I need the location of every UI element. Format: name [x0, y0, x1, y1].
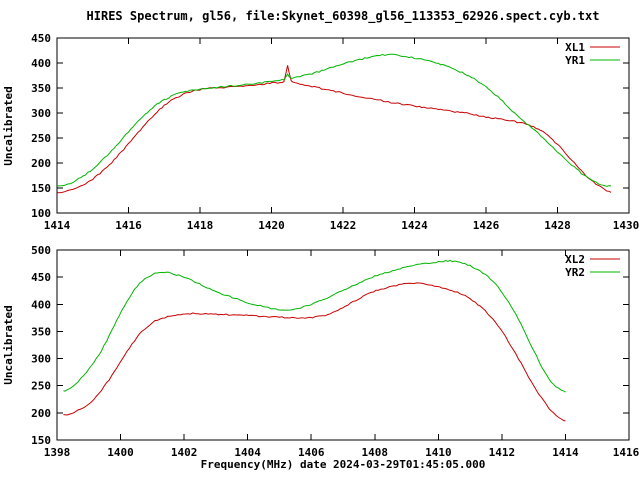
y-tick-label: 450 [31, 271, 51, 284]
top-ylabel: Uncalibrated [2, 86, 15, 165]
x-tick-label: 1408 [362, 446, 389, 459]
y-tick-label: 100 [31, 207, 51, 220]
y-tick-label: 400 [31, 57, 51, 70]
series-XL2-line [63, 282, 566, 422]
x-tick-label: 1402 [171, 446, 198, 459]
chart-title: HIRES Spectrum, gl56, file:Skynet_60398_… [87, 9, 600, 24]
panel-bottom: 1398 1400 1402 1404 1406 1408 1410 1412 1414 1416… [31, 244, 639, 459]
y-tick-label: 250 [31, 380, 51, 393]
y-tick-label: 500 [31, 244, 51, 257]
series-YR2-line [63, 259, 566, 393]
series-XL1-line [56, 65, 612, 194]
x-tick-label: 1414 [44, 219, 71, 232]
y-tick-label: 150 [31, 182, 51, 195]
legend-label-YR1: YR1 [565, 54, 585, 67]
x-tick-label: 1428 [544, 219, 571, 232]
x-tick-label: 1422 [330, 219, 357, 232]
x-tick-label: 1398 [44, 446, 71, 459]
y-tick-label: 300 [31, 107, 51, 120]
x-tick-label: 1400 [107, 446, 134, 459]
series-YR1-line [57, 53, 612, 187]
x-axis-label: Frequency(MHz) date 2024-03-29T01:45:05.… [201, 458, 486, 471]
y-tick-label: 300 [31, 353, 51, 366]
x-tick-label: 1424 [401, 219, 428, 232]
y-tick-label: 200 [31, 157, 51, 170]
x-tick-label: 1430 [613, 219, 640, 232]
legend-label-XL1: XL1 [565, 41, 585, 54]
x-tick-label: 1414 [552, 446, 579, 459]
legend-label-XL2: XL2 [565, 253, 585, 266]
legend-label-YR2: YR2 [565, 266, 585, 279]
y-tick-label: 400 [31, 298, 51, 311]
y-tick-label: 200 [31, 407, 51, 420]
bottom-ylabel: Uncalibrated [2, 305, 15, 384]
panel-top: 1414 1416 1418 1420 1422 1424 1426 1428 1430 100 1… [31, 32, 639, 232]
x-tick-label: 1410 [425, 446, 452, 459]
y-tick-label: 150 [31, 434, 51, 447]
y-tick-label: 350 [31, 325, 51, 338]
x-tick-label: 1416 [613, 446, 640, 459]
panels-group: 1414 1416 1418 1420 1422 1424 1426 1428 14301001… [31, 32, 639, 459]
axes-frame [56, 37, 630, 214]
x-tick-label: 1418 [187, 219, 214, 232]
x-tick-label: 1412 [489, 446, 516, 459]
x-tick-label: 1404 [234, 446, 261, 459]
y-tick-label: 450 [31, 32, 51, 45]
axes-frame [56, 249, 630, 441]
x-tick-label: 1420 [258, 219, 285, 232]
x-tick-label: 1406 [298, 446, 325, 459]
x-tick-label: 1416 [115, 219, 142, 232]
x-tick-label: 1426 [473, 219, 500, 232]
y-tick-label: 350 [31, 82, 51, 95]
y-tick-label: 250 [31, 132, 51, 145]
